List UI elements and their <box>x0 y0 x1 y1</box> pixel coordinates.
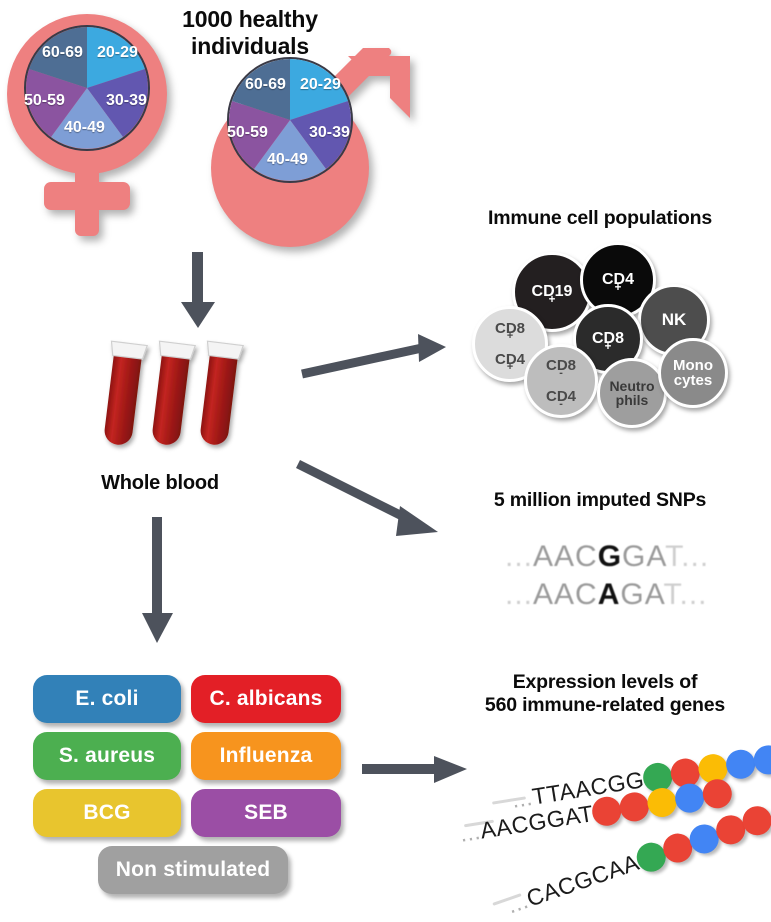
bead-yellow <box>645 785 679 820</box>
pie-slice-50-59 <box>229 101 290 169</box>
pie-slice-30-39 <box>290 101 351 169</box>
stimulus-bcg[interactable]: BCG <box>33 789 181 837</box>
stimulus-label: BCG <box>83 801 131 824</box>
pie-label-50-59: 50-59 <box>24 92 65 109</box>
cell-label: CD8 <box>591 329 624 347</box>
snp-sequence-allele-2: ...AACAGAT... <box>505 578 708 611</box>
cell-label: CD4 <box>601 270 634 288</box>
whole-blood-tubes <box>95 335 255 465</box>
female-age-pie-chart <box>24 25 150 151</box>
stimulus-influenza[interactable]: Influenza <box>191 732 341 780</box>
cell-monocytes: Mono cytes <box>658 338 728 408</box>
stimulus-c-albicans[interactable]: C. albicans <box>191 675 341 723</box>
pie-label-20-29: 20-29 <box>300 76 341 93</box>
stimulus-label: SEB <box>244 801 288 824</box>
cell-cd8pos-cd4pos: CD8 + CD4 + <box>472 306 548 382</box>
pie-slice-60-69 <box>232 59 290 120</box>
immune-cells-cluster: CD19 + CD4 + NK CD8 + CD8 + CD4 + CD8- CD4- Neu… <box>460 240 760 428</box>
stimulus-label: C. albicans <box>209 687 323 710</box>
bead-red <box>617 790 651 824</box>
stimulus-label: S. aureus <box>58 744 156 767</box>
pie-label-60-69: 60-69 <box>245 76 286 93</box>
cell-label: NK <box>661 310 687 330</box>
pie-label-20-29: 20-29 <box>97 44 138 61</box>
stimulus-e-coli[interactable]: E. coli <box>33 675 181 723</box>
pie-slice-20-29 <box>87 27 145 88</box>
bead-red <box>700 777 734 811</box>
stimulus-s-aureus[interactable]: S. aureus <box>33 732 181 780</box>
pie-slice-60-69 <box>29 27 87 88</box>
expression-title: Expression levels of 560 immune-related … <box>440 671 770 717</box>
cohort-title-line1: 1000 healthy <box>182 6 318 32</box>
bead-red <box>590 794 624 828</box>
immune-cells-title: Immune cell populations <box>487 207 712 229</box>
pie-label-50-59: 50-59 <box>227 124 268 141</box>
snp-sequence-allele-1: ...AACGGAT... <box>505 540 710 573</box>
arrow-cohort-to-blood <box>178 252 218 330</box>
pie-label-40-49: 40-49 <box>267 151 308 168</box>
male-age-pie-chart <box>227 57 353 183</box>
arrow-blood-to-stimuli <box>140 517 180 645</box>
blood-tube <box>152 340 197 445</box>
cohort-title-line2: individuals <box>191 33 309 60</box>
bead-blue <box>672 781 707 815</box>
stimulus-label: Influenza <box>219 744 313 767</box>
expression-title-line1: Expression levels of <box>512 671 698 693</box>
pie-slice-40-49 <box>254 120 326 181</box>
pie-label-30-39: 30-39 <box>309 124 350 141</box>
cell-label: CD19 <box>531 282 573 300</box>
snps-title: 5 million imputed SNPs <box>493 489 707 511</box>
cell-neutrophils: Neutro phils <box>597 358 667 428</box>
arrow-stimuli-to-expression <box>362 752 472 788</box>
pie-label-40-49: 40-49 <box>64 119 105 136</box>
blood-tube <box>200 340 245 445</box>
pie-slice-40-49 <box>51 88 123 149</box>
cell-cd8neg-cd4neg: CD8- CD4- <box>524 344 598 418</box>
pie-slice-30-39 <box>87 69 148 137</box>
stimulus-non-stimulated[interactable]: Non stimulated <box>98 846 288 894</box>
stimulus-label: E. coli <box>75 687 139 710</box>
blood-tube <box>104 340 149 445</box>
whole-blood-label: Whole blood <box>101 472 219 494</box>
stimuli-panel: E. coli C. albicans S. aureus Influenza … <box>33 675 343 894</box>
pie-label-60-69: 60-69 <box>42 44 83 61</box>
bead-blue <box>723 747 757 781</box>
strand-sequence-3: ...CACGCAA <box>503 848 643 919</box>
pie-slice-20-29 <box>290 59 348 120</box>
pie-slice-50-59 <box>26 69 87 137</box>
stimulus-label: Non stimulated <box>115 858 271 881</box>
arrow-blood-to-immune-cells <box>300 330 450 390</box>
stimulus-seb[interactable]: SEB <box>191 789 341 837</box>
pie-label-30-39: 30-39 <box>106 92 147 109</box>
page-title: 1000 healthy individuals <box>150 6 350 60</box>
expression-title-line2: 560 immune-related genes <box>484 694 726 716</box>
arrow-blood-to-snps <box>296 450 446 550</box>
expression-strands: ...TTAACGG ...AACGGAT ...CACGCAA <box>440 740 771 920</box>
bead-blue <box>751 743 771 777</box>
